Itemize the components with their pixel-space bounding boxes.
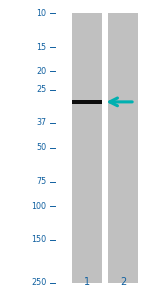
Text: 37: 37 <box>36 118 46 127</box>
Text: 25: 25 <box>36 86 46 94</box>
Bar <box>108 13 138 283</box>
Text: 20: 20 <box>36 67 46 76</box>
Text: 100: 100 <box>32 202 46 210</box>
Text: 10: 10 <box>36 9 46 18</box>
Text: 250: 250 <box>31 278 46 287</box>
Text: 150: 150 <box>31 236 46 244</box>
Text: 1: 1 <box>84 277 90 287</box>
Text: 50: 50 <box>36 144 46 152</box>
Bar <box>72 100 102 104</box>
Text: 15: 15 <box>36 43 46 52</box>
Bar <box>72 13 102 283</box>
Text: 2: 2 <box>120 277 126 287</box>
Text: 75: 75 <box>36 178 46 186</box>
